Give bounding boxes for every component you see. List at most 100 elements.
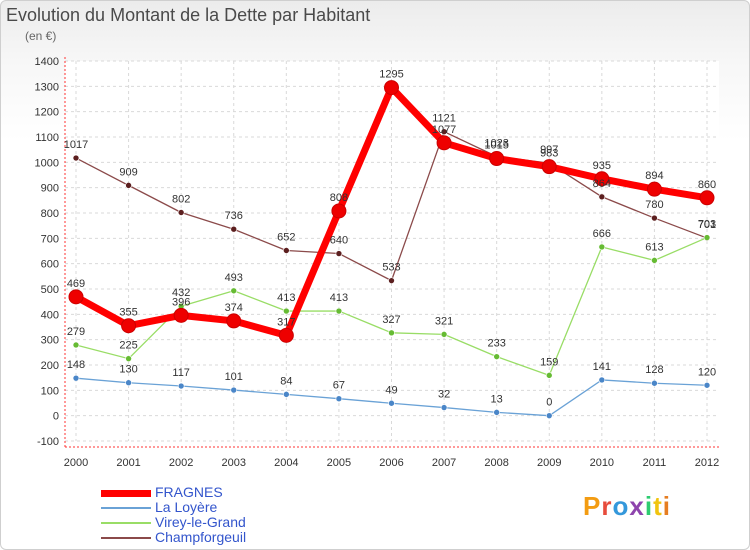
data-point bbox=[440, 404, 448, 411]
data-label: 1023 bbox=[484, 138, 508, 150]
data-label: 128 bbox=[645, 364, 663, 376]
data-label: 1015 bbox=[484, 140, 508, 152]
x-tick-label: 2011 bbox=[643, 457, 667, 469]
x-tick-label: 2001 bbox=[116, 457, 140, 469]
data-label: 148 bbox=[67, 359, 85, 371]
y-tick-label: -100 bbox=[37, 436, 59, 448]
data-label: 493 bbox=[225, 272, 243, 284]
data-label: 935 bbox=[593, 160, 611, 172]
data-point bbox=[489, 151, 505, 167]
data-label: 860 bbox=[698, 179, 716, 191]
y-tick-label: 1100 bbox=[35, 132, 59, 144]
data-point bbox=[335, 250, 343, 257]
data-point bbox=[545, 412, 553, 419]
data-label: 32 bbox=[438, 389, 450, 401]
x-tick-label: 2002 bbox=[169, 457, 193, 469]
data-point bbox=[541, 159, 557, 175]
data-point bbox=[598, 376, 606, 384]
legend-swatch bbox=[101, 522, 151, 524]
data-point bbox=[436, 135, 452, 151]
y-tick-label: 400 bbox=[41, 309, 59, 321]
x-tick-label: 2007 bbox=[432, 457, 456, 469]
data-label: 432 bbox=[172, 287, 190, 299]
data-label: 533 bbox=[382, 262, 400, 274]
data-label: 997 bbox=[540, 144, 558, 156]
data-point bbox=[125, 379, 132, 387]
data-label: 233 bbox=[487, 338, 505, 350]
x-tick-label: 2005 bbox=[327, 457, 351, 469]
data-label: 1017 bbox=[64, 139, 88, 151]
data-point bbox=[72, 154, 80, 162]
y-tick-label: 500 bbox=[41, 284, 59, 296]
data-point bbox=[703, 381, 711, 389]
data-label: 1295 bbox=[379, 69, 403, 81]
data-label: 225 bbox=[119, 340, 137, 352]
data-label: 703 bbox=[698, 219, 716, 231]
data-label: 279 bbox=[67, 326, 85, 338]
data-label: 808 bbox=[330, 192, 348, 204]
data-point bbox=[594, 171, 610, 187]
logo-letter: i bbox=[644, 491, 654, 521]
y-tick-label: 200 bbox=[41, 360, 59, 372]
data-label: 864 bbox=[593, 178, 611, 190]
data-point bbox=[72, 341, 80, 349]
data-label: 84 bbox=[280, 375, 292, 387]
data-label: 983 bbox=[540, 148, 558, 160]
y-tick-label: 300 bbox=[41, 335, 59, 347]
data-point bbox=[493, 409, 500, 416]
y-tick-label: 1300 bbox=[35, 81, 59, 93]
chart-title: Evolution du Montant de la Dette par Hab… bbox=[6, 5, 371, 25]
proxiti-logo: Proxiti bbox=[583, 491, 671, 522]
data-label: 159 bbox=[540, 356, 558, 368]
y-tick-label: 1200 bbox=[35, 107, 59, 119]
y-tick-label: 600 bbox=[41, 259, 59, 271]
x-tick-label: 2012 bbox=[695, 457, 719, 469]
data-point bbox=[651, 214, 658, 222]
logo-letter: t bbox=[653, 491, 663, 521]
data-label: 396 bbox=[172, 296, 190, 308]
data-label: 469 bbox=[67, 278, 85, 290]
data-label: 321 bbox=[435, 315, 453, 327]
data-label: 327 bbox=[382, 314, 400, 326]
data-point bbox=[335, 395, 343, 402]
data-point bbox=[173, 307, 189, 323]
y-tick-label: 100 bbox=[41, 385, 59, 397]
data-point bbox=[72, 374, 80, 382]
data-point bbox=[493, 353, 500, 360]
y-tick-label: 700 bbox=[41, 233, 59, 245]
x-tick-label: 2008 bbox=[484, 457, 508, 469]
y-tick-label: 800 bbox=[41, 208, 59, 220]
x-tick-label: 2000 bbox=[64, 457, 88, 469]
data-label: 780 bbox=[645, 199, 663, 211]
data-point bbox=[646, 181, 662, 197]
data-label: 613 bbox=[645, 241, 663, 253]
legend-label: Virey-le-Grand bbox=[155, 514, 246, 530]
y-tick-label: 1400 bbox=[35, 56, 59, 68]
data-point bbox=[699, 190, 715, 206]
plot-area bbox=[65, 61, 719, 441]
data-label: 317 bbox=[277, 316, 295, 328]
data-label: 413 bbox=[277, 292, 295, 304]
data-point bbox=[230, 386, 238, 394]
data-point bbox=[125, 355, 132, 362]
data-point bbox=[68, 289, 84, 305]
data-point bbox=[440, 331, 448, 338]
data-point bbox=[121, 318, 137, 334]
data-label: 701 bbox=[698, 219, 716, 231]
data-label: 13 bbox=[491, 393, 503, 405]
unit-label: (en €) bbox=[25, 29, 57, 43]
data-point bbox=[598, 193, 606, 201]
data-label: 736 bbox=[225, 210, 243, 222]
data-point bbox=[283, 391, 290, 398]
y-tick-label: 0 bbox=[53, 411, 59, 423]
data-point bbox=[598, 243, 606, 251]
data-point bbox=[651, 379, 658, 387]
data-label: 640 bbox=[330, 235, 348, 247]
data-point bbox=[651, 257, 658, 264]
data-point bbox=[388, 329, 395, 337]
y-tick-label: 1000 bbox=[35, 157, 59, 169]
logo-letter: i bbox=[662, 491, 671, 521]
logo-letter: o bbox=[612, 491, 630, 521]
data-point bbox=[283, 307, 290, 315]
